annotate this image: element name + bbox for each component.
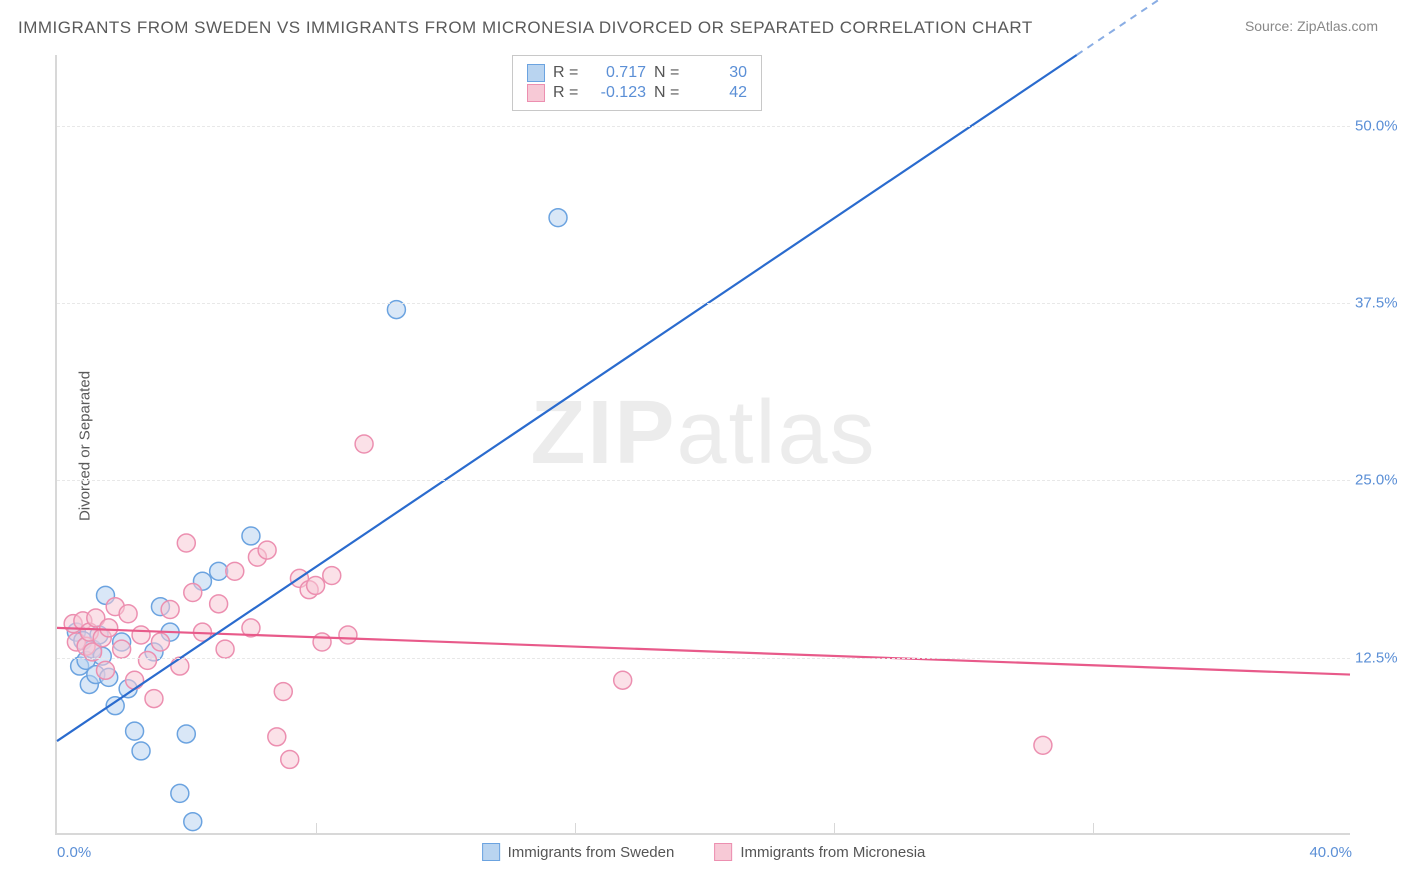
y-tick-label: 12.5% [1355,649,1405,666]
x-minor-tick [316,823,317,835]
y-tick-label: 50.0% [1355,117,1405,134]
swatch-sweden-icon [482,843,500,861]
chart-svg [57,55,1350,833]
correlation-legend: R = 0.717 N = 30 R = -0.123 N = 42 [512,55,762,111]
y-tick-label: 25.0% [1355,472,1405,489]
gridline-h [57,658,1350,659]
x-minor-tick [575,823,576,835]
chart-title: IMMIGRANTS FROM SWEDEN VS IMMIGRANTS FRO… [18,18,1033,38]
gridline-h [57,126,1350,127]
legend-row-sweden: R = 0.717 N = 30 [527,64,747,82]
x-minor-tick [834,823,835,835]
swatch-micronesia-icon [714,843,732,861]
x-tick-label: 0.0% [57,844,91,861]
legend-item-micronesia: Immigrants from Micronesia [714,843,925,861]
legend-item-sweden: Immigrants from Sweden [482,843,675,861]
gridline-h [57,303,1350,304]
gridline-h [57,480,1350,481]
x-tick-label: 40.0% [1309,844,1352,861]
swatch-micronesia [527,84,545,102]
source-label: Source: ZipAtlas.com [1245,18,1378,34]
swatch-sweden [527,64,545,82]
x-minor-tick [1093,823,1094,835]
y-tick-label: 37.5% [1355,295,1405,312]
legend-row-micronesia: R = -0.123 N = 42 [527,84,747,102]
plot-area: ZIPatlas R = 0.717 N = 30 R = -0.123 N =… [55,55,1350,835]
series-legend: Immigrants from Sweden Immigrants from M… [482,843,926,861]
